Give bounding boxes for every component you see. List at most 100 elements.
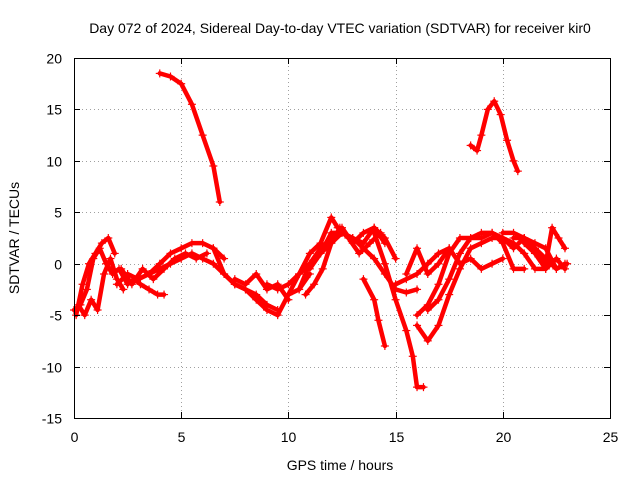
data-point-s18 bbox=[477, 264, 486, 273]
data-point-s19 bbox=[520, 249, 529, 258]
data-point-s22 bbox=[552, 264, 561, 273]
y-tick-label: 0 bbox=[54, 257, 62, 273]
y-tick-label: 5 bbox=[54, 205, 62, 221]
data-point-s10 bbox=[402, 288, 411, 297]
data-point-s16 bbox=[370, 228, 379, 237]
data-point-s4 bbox=[166, 249, 175, 258]
x-tick-label: 0 bbox=[71, 429, 79, 445]
data-point-s25 bbox=[466, 141, 475, 150]
data-point-s5 bbox=[127, 280, 136, 289]
data-point-s19 bbox=[455, 264, 464, 273]
x-tick-label: 20 bbox=[496, 429, 512, 445]
data-point-s9 bbox=[155, 69, 164, 78]
data-point-s4 bbox=[220, 254, 229, 263]
series-line-s17 bbox=[393, 246, 452, 287]
data-point-s13 bbox=[316, 249, 325, 258]
data-point-s20 bbox=[455, 249, 464, 258]
data-point-s2 bbox=[104, 234, 113, 242]
data-point-s6 bbox=[198, 254, 207, 263]
data-point-s13 bbox=[359, 239, 368, 248]
y-tick-label: 10 bbox=[46, 154, 62, 170]
data-point-s6 bbox=[187, 249, 196, 258]
data-point-s19 bbox=[413, 321, 422, 330]
x-tick-label: 25 bbox=[603, 429, 619, 445]
data-point-s5 bbox=[149, 275, 158, 284]
data-point-s13 bbox=[327, 228, 336, 237]
series-line-s11 bbox=[286, 215, 383, 297]
data-point-s13 bbox=[380, 239, 389, 248]
data-point-s3 bbox=[119, 285, 128, 294]
data-point-s6 bbox=[145, 270, 154, 278]
data-point-s21 bbox=[445, 249, 454, 258]
data-series bbox=[70, 69, 572, 392]
y-tick-label: 20 bbox=[46, 51, 62, 67]
data-point-s19 bbox=[530, 264, 539, 273]
data-point-s24 bbox=[530, 249, 539, 258]
data-point-s4 bbox=[112, 280, 121, 289]
y-tick-label: -10 bbox=[42, 360, 62, 376]
data-point-s11 bbox=[355, 249, 364, 258]
data-point-s17 bbox=[391, 280, 400, 289]
data-point-s22 bbox=[498, 228, 507, 237]
data-point-s16 bbox=[391, 295, 400, 304]
data-point-s16 bbox=[402, 326, 411, 335]
data-point-s4 bbox=[198, 239, 207, 248]
data-point-s18 bbox=[413, 244, 422, 253]
x-tick-labels: 0 5 10 15 20 25 bbox=[71, 429, 619, 445]
data-point-s14 bbox=[327, 239, 336, 248]
y-tick-labels: -15 -10 -5 0 5 10 15 20 bbox=[42, 51, 62, 427]
data-point-s15 bbox=[370, 295, 379, 304]
data-point-s12 bbox=[295, 285, 304, 294]
data-point-s8 bbox=[230, 275, 239, 284]
data-point-s1 bbox=[145, 285, 154, 294]
data-point-s2 bbox=[97, 239, 106, 248]
data-point-s20 bbox=[434, 295, 443, 304]
data-point-s17 bbox=[413, 270, 422, 278]
data-point-s25 bbox=[490, 97, 499, 106]
data-point-s14 bbox=[301, 290, 310, 299]
data-point-s9 bbox=[215, 198, 224, 206]
data-point-s6 bbox=[209, 259, 218, 268]
data-point-s3 bbox=[100, 270, 109, 278]
data-point-s6 bbox=[177, 254, 186, 263]
data-point-s25 bbox=[483, 105, 492, 114]
data-point-s8 bbox=[252, 270, 261, 278]
data-point-s23 bbox=[554, 234, 563, 242]
data-point-s3 bbox=[80, 311, 89, 320]
x-tick-label: 10 bbox=[281, 429, 297, 445]
data-point-s2 bbox=[91, 249, 100, 258]
data-point-s7 bbox=[262, 306, 271, 314]
data-point-s11 bbox=[295, 270, 304, 278]
data-point-s20 bbox=[509, 264, 518, 273]
data-point-s7 bbox=[209, 244, 218, 253]
data-point-s19 bbox=[466, 244, 475, 253]
data-point-s6 bbox=[166, 259, 175, 268]
data-point-s3 bbox=[93, 306, 102, 314]
data-point-s1 bbox=[82, 285, 91, 294]
data-point-s24 bbox=[520, 239, 529, 248]
data-point-s6 bbox=[134, 275, 143, 284]
data-point-s25 bbox=[477, 131, 486, 140]
data-point-s16 bbox=[408, 352, 417, 361]
data-point-s20 bbox=[520, 264, 529, 273]
data-point-s18 bbox=[488, 259, 497, 268]
data-point-s16 bbox=[380, 259, 389, 268]
data-point-s2 bbox=[110, 249, 119, 258]
data-point-s10 bbox=[370, 254, 379, 263]
chart-title: Day 072 of 2024, Sidereal Day-to-day VTE… bbox=[89, 20, 591, 36]
series-line-s15 bbox=[361, 276, 388, 349]
grid-lines bbox=[74, 58, 610, 418]
data-point-s18 bbox=[466, 254, 475, 263]
data-point-s9 bbox=[177, 79, 186, 88]
series-line-s3 bbox=[76, 256, 126, 318]
data-point-s10 bbox=[262, 280, 271, 289]
data-point-s14 bbox=[310, 280, 319, 289]
data-point-s16 bbox=[419, 383, 428, 392]
y-tick-label: -5 bbox=[50, 308, 63, 324]
data-point-s14 bbox=[318, 264, 327, 273]
data-point-s8 bbox=[241, 280, 250, 289]
data-point-s24 bbox=[541, 264, 550, 273]
data-point-s7 bbox=[252, 295, 261, 304]
data-point-s23 bbox=[560, 244, 569, 253]
